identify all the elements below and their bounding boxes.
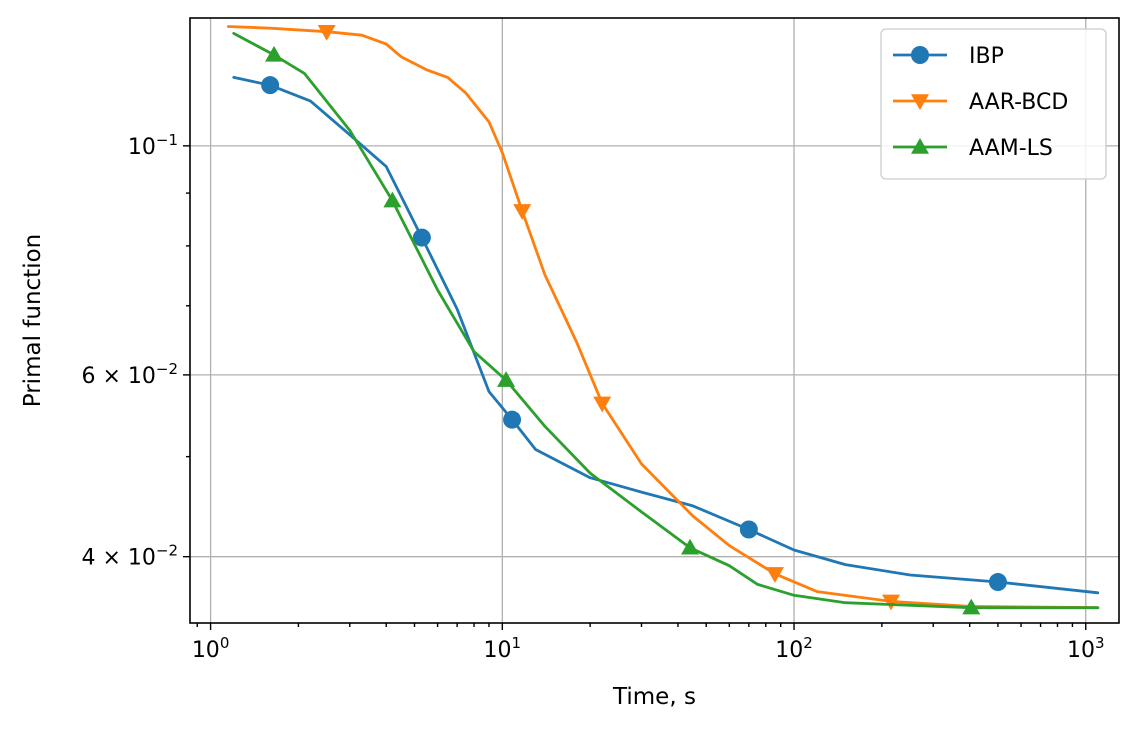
- legend-marker-ibp: [911, 46, 929, 64]
- series-aam-ls: [232, 32, 1100, 615]
- legend-marker-aar-bcd: [911, 94, 929, 110]
- x-tick-exponent: 3: [1095, 634, 1105, 652]
- y-tick-mantissa: 4 ×: [81, 546, 127, 571]
- data-point-aar-bcd: [513, 204, 532, 220]
- y-tick-mantissa: 6 ×: [81, 364, 127, 389]
- x-tick-label: 101: [484, 634, 522, 663]
- x-tick-exponent: 2: [803, 634, 813, 652]
- y-tick-label: 4 × 10−2: [81, 542, 178, 571]
- x-tick-base: 10: [192, 638, 220, 663]
- series-ibp: [232, 76, 1100, 595]
- data-point-ibp: [988, 573, 1007, 592]
- data-point-aar-bcd: [882, 594, 901, 611]
- data-point-aar-bcd: [317, 24, 336, 41]
- legend-label-aar-bcd: AAR-BCD: [969, 90, 1068, 115]
- legend-box: [880, 28, 1107, 180]
- plot-frame: [189, 17, 1120, 624]
- series-layer: [226, 24, 1100, 615]
- x-tick-base: 10: [484, 638, 512, 663]
- x-tick-base: 10: [1067, 638, 1095, 663]
- y-tick-exponent: −2: [156, 360, 178, 378]
- y-tick-label: 6 × 10−2: [81, 360, 178, 389]
- x-tick-base: 10: [775, 638, 803, 663]
- legend: IBP AAR-BCD AAM-LS: [880, 28, 1107, 180]
- y-tick-exponent: −1: [156, 131, 178, 149]
- legend-label-ibp: IBP: [969, 44, 1004, 69]
- data-point-ibp: [739, 520, 758, 539]
- x-axis-label: Time, s: [612, 684, 696, 710]
- data-point-ibp: [503, 410, 522, 429]
- data-point-aam-ls: [383, 191, 402, 208]
- x-tick-label: 102: [775, 634, 813, 663]
- series-line-aam-ls: [232, 32, 1100, 610]
- data-point-aar-bcd: [765, 567, 784, 583]
- data-point-aam-ls: [497, 371, 516, 387]
- x-tick-exponent: 1: [512, 634, 522, 652]
- legend-marker-aam-ls: [911, 138, 929, 154]
- data-point-aam-ls: [681, 538, 700, 555]
- series-aar-bcd: [226, 24, 1100, 611]
- legend-label-aam-ls: AAM-LS: [969, 136, 1053, 161]
- data-point-aam-ls: [265, 45, 284, 62]
- x-tick-exponent: 0: [220, 634, 230, 652]
- y-tick-base: 10: [128, 546, 156, 571]
- data-point-aar-bcd: [593, 396, 612, 413]
- y-tick-base: 10: [128, 135, 156, 160]
- series-line-ibp: [232, 76, 1100, 595]
- data-point-aam-ls: [962, 598, 981, 615]
- x-tick-label: 100: [192, 634, 230, 663]
- y-axis-label: Primal function: [20, 234, 46, 407]
- y-tick-label: 10−1: [128, 131, 178, 160]
- y-tick-exponent: −2: [156, 542, 178, 560]
- data-point-ibp: [261, 76, 280, 95]
- y-tick-base: 10: [128, 364, 156, 389]
- data-point-ibp: [412, 228, 431, 247]
- x-tick-label: 103: [1067, 634, 1105, 663]
